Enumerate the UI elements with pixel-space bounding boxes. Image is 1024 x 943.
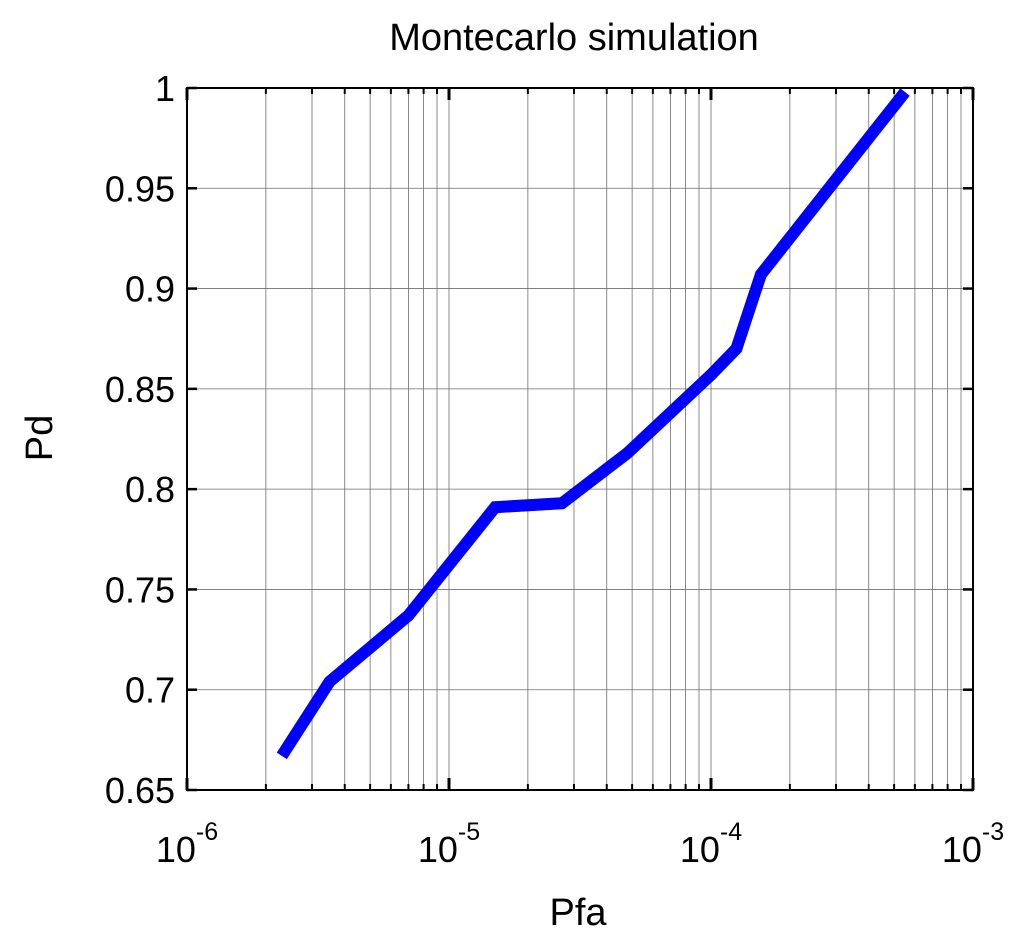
x-tick-label: 10-6 (156, 818, 218, 870)
x-tick-label-base: 10 (156, 829, 196, 870)
x-axis-label: Pfa (549, 892, 607, 934)
y-axis-label: Pd (19, 415, 61, 461)
x-tick-label-base: 10 (942, 829, 982, 870)
series-layer (276, 88, 910, 760)
y-tick-label: 0.7 (125, 670, 175, 711)
y-tick-label: 0.75 (105, 569, 175, 610)
x-tick-labels: 10-6 10-5 10-4 10-3 (156, 818, 1004, 870)
series-line (276, 88, 910, 760)
x-tick-label-exponent: -3 (982, 818, 1004, 846)
x-tick-label-base: 10 (418, 829, 458, 870)
y-tick-label: 0.9 (125, 269, 175, 310)
x-tick-label: 10-5 (418, 818, 480, 870)
y-tick-label: 0.85 (105, 369, 175, 410)
y-tick-label: 0.8 (125, 469, 175, 510)
x-tick-label: 10-3 (942, 818, 1004, 870)
tick-marks (185, 86, 975, 792)
x-tick-label-base: 10 (680, 829, 720, 870)
plot-frame (186, 87, 974, 791)
chart-title: Montecarlo simulation (389, 17, 759, 59)
y-tick-label: 0.65 (105, 770, 175, 811)
x-tick-label-exponent: -5 (458, 818, 480, 846)
x-tick-label: 10-4 (680, 818, 742, 870)
y-tick-labels: 0.65 0.7 0.75 0.8 0.85 0.9 0.95 1 (105, 68, 175, 811)
x-tick-label-exponent: -6 (196, 818, 218, 846)
y-tick-label: 0.95 (105, 168, 175, 209)
y-tick-label: 1 (155, 68, 175, 109)
x-tick-label-exponent: -4 (720, 818, 742, 846)
